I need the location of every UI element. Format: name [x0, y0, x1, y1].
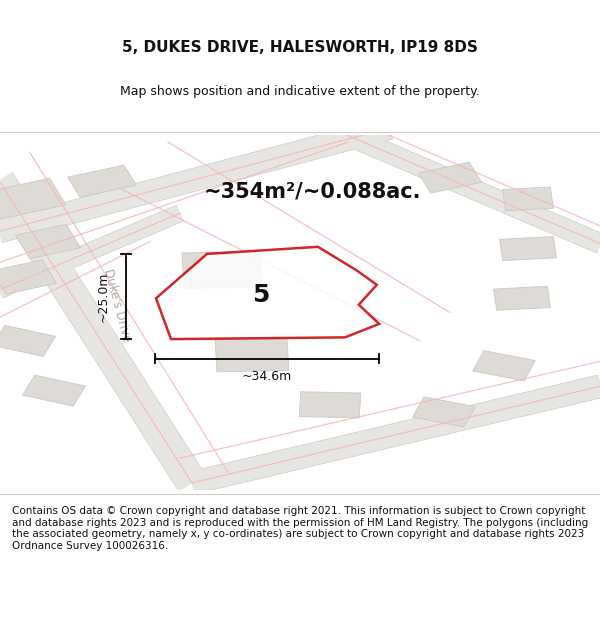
Polygon shape [418, 162, 482, 193]
Polygon shape [500, 237, 556, 261]
Polygon shape [473, 351, 535, 381]
Polygon shape [413, 397, 475, 427]
Polygon shape [503, 187, 553, 211]
Polygon shape [68, 165, 136, 198]
Text: 5: 5 [253, 282, 269, 307]
Text: ~25.0m: ~25.0m [97, 271, 110, 322]
Text: ~354m²/~0.088ac.: ~354m²/~0.088ac. [203, 182, 421, 202]
Polygon shape [215, 338, 289, 372]
Polygon shape [299, 392, 361, 418]
Polygon shape [156, 247, 379, 339]
Polygon shape [22, 375, 86, 406]
Text: Duke's Drive: Duke's Drive [101, 268, 133, 343]
Text: Contains OS data © Crown copyright and database right 2021. This information is : Contains OS data © Crown copyright and d… [12, 506, 588, 551]
Polygon shape [182, 251, 262, 289]
Polygon shape [16, 224, 80, 259]
Polygon shape [0, 260, 56, 294]
Polygon shape [0, 326, 56, 356]
Polygon shape [0, 178, 66, 219]
Text: ~34.6m: ~34.6m [242, 370, 292, 383]
Text: Map shows position and indicative extent of the property.: Map shows position and indicative extent… [120, 85, 480, 98]
Text: 5, DUKES DRIVE, HALESWORTH, IP19 8DS: 5, DUKES DRIVE, HALESWORTH, IP19 8DS [122, 40, 478, 55]
Polygon shape [494, 286, 550, 310]
